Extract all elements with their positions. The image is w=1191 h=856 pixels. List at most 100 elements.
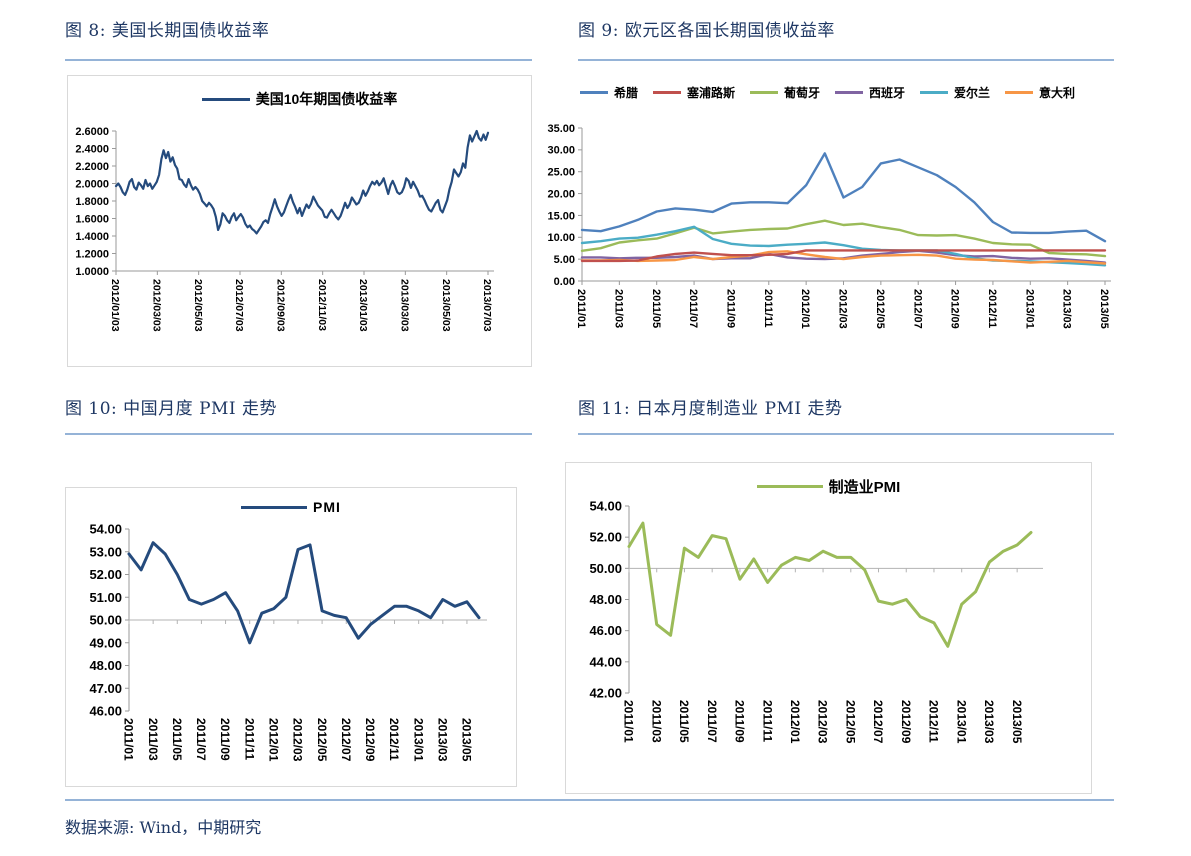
x-tick-label: 2013/03 (1061, 289, 1073, 329)
x-tick-label: 2012/01 (799, 289, 811, 329)
x-tick-label: 2011/11 (242, 718, 256, 760)
y-tick-label: 50.00 (589, 561, 622, 576)
us-10y-chart: 美国10年期国债收益率 2.6000 2.4000 2.2000 2.0000 1.80… (67, 75, 532, 367)
y-tick-label: 42.00 (589, 686, 622, 701)
japan-pmi-chart: 制造业PMI 54.00 52.00 50.00 48.00 46.00 44.00 42.… (565, 462, 1092, 794)
x-tick-label: 2012/01/03 (109, 279, 121, 332)
figure-8-title: 图 8: 美国长期国债收益率 (65, 21, 270, 41)
y-tick-label: 51.00 (89, 590, 122, 605)
y-tick-label: 10.00 (547, 232, 575, 244)
y-tick-label: 48.00 (89, 658, 122, 673)
x-tick-label: 2012/03 (816, 700, 830, 744)
y-tick-label: 5.00 (554, 254, 575, 266)
series-line-1 (580, 249, 1107, 263)
y-tick-label: 20.00 (547, 188, 575, 200)
y-tick-label: 54.00 (589, 499, 622, 514)
x-tick-label: 2012/01 (788, 700, 802, 744)
figure-10-title: 图 10: 中国月度 PMI 走势 (65, 399, 278, 419)
figure-11-title: 图 11: 日本月度制造业 PMI 走势 (578, 399, 843, 419)
x-tick-label: 2013/05 (460, 718, 474, 762)
x-tick-label: 2011/11 (762, 289, 774, 328)
y-tick-label: 49.00 (89, 635, 122, 650)
china-pmi-chart: PMI 54.00 53.00 52.00 51.00 50.00 49.00 48.00 4… (65, 487, 517, 787)
x-tick-label: 2013/01 (954, 700, 968, 744)
x-tick-label: 2012/05 (843, 700, 857, 744)
y-tick-label: 48.00 (589, 592, 622, 607)
y-tick-label: 2.0000 (75, 178, 109, 190)
y-tick-label: 46.00 (89, 704, 122, 719)
x-tick-label: 2012/07/03 (233, 279, 245, 332)
x-tick-label: 2012/01 (267, 718, 281, 762)
x-tick-label: 2012/09 (899, 700, 913, 744)
x-tick-label: 2012/05 (315, 718, 329, 762)
y-tick-label: 2.4000 (75, 143, 109, 155)
eurozone-plot: 35.0030.0025.0020.0015.0010.005.000.0020… (547, 123, 1111, 329)
y-tick-label: 53.00 (89, 544, 122, 559)
japan-pmi-plot: 54.0052.0050.0048.0046.0044.0042.002011/… (589, 499, 1043, 744)
y-tick-label: 0.00 (554, 276, 575, 288)
x-tick-label: 2011/05 (650, 289, 662, 328)
y-tick-label: 46.00 (589, 623, 622, 638)
x-tick-label: 2011/01 (575, 289, 587, 328)
x-tick-label: 2013/01/03 (357, 279, 369, 332)
series-line-0 (627, 521, 1033, 648)
x-tick-label: 2011/03 (649, 700, 663, 743)
figure-8-divider (65, 59, 532, 61)
x-tick-label: 2012/03 (291, 718, 305, 762)
x-tick-label: 2013/05 (1010, 700, 1024, 744)
x-tick-label: 2012/11 (387, 718, 401, 761)
y-tick-label: 30.00 (547, 145, 575, 157)
x-tick-label: 2012/11 (927, 700, 941, 743)
series-line-0 (580, 152, 1107, 243)
series-line-0 (127, 541, 481, 645)
y-tick-label: 2.2000 (75, 161, 109, 173)
figure-11-divider (578, 433, 1114, 435)
x-tick-label: 2011/01 (622, 700, 636, 743)
x-tick-label: 2013/03 (435, 718, 449, 762)
y-tick-label: 52.00 (589, 530, 622, 545)
x-tick-label: 2013/03 (982, 700, 996, 744)
y-tick-label: 1.8000 (75, 196, 109, 208)
y-tick-label: 1.4000 (75, 231, 109, 243)
footer-divider (65, 799, 1114, 801)
series-line-5 (580, 250, 1107, 265)
x-tick-label: 2011/07 (687, 289, 699, 328)
figure-10-divider (65, 433, 532, 435)
x-tick-label: 2011/07 (194, 718, 208, 761)
x-tick-label: 2011/11 (760, 700, 774, 742)
figure-9-title: 图 9: 欧元区各国长期国债收益率 (578, 21, 835, 41)
x-tick-label: 2013/01 (1023, 289, 1035, 329)
x-tick-label: 2011/09 (733, 700, 747, 743)
x-tick-label: 2012/05/03 (192, 279, 204, 332)
y-tick-label: 50.00 (89, 613, 122, 628)
x-tick-label: 2012/09 (949, 289, 961, 329)
x-tick-label: 2012/07 (911, 289, 923, 329)
x-tick-label: 2013/05 (1098, 289, 1110, 329)
x-tick-label: 2012/03 (837, 289, 849, 329)
x-tick-label: 2011/09 (218, 718, 232, 761)
x-tick-label: 2013/07/03 (481, 279, 493, 332)
us-10y-plot: 2.6000 2.4000 2.2000 2.0000 1.8000 1.6000 1.40… (75, 126, 494, 332)
x-tick-label: 2013/05/03 (440, 279, 452, 332)
china-pmi-plot: 54.00 53.00 52.00 51.00 50.00 49.00 48.00 47.00… (89, 522, 487, 762)
data-source-note: 数据来源: Wind，中期研究 (65, 818, 262, 837)
y-tick-label: 35.00 (547, 123, 575, 135)
y-tick-label: 54.00 (89, 522, 122, 537)
x-tick-label: 2012/05 (874, 289, 886, 329)
x-tick-label: 2013/01 (411, 718, 425, 762)
x-tick-label: 2011/07 (705, 700, 719, 743)
x-tick-label: 2012/07 (871, 700, 885, 744)
y-tick-label: 1.2000 (75, 248, 109, 260)
y-tick-label: 1.6000 (75, 213, 109, 225)
x-tick-label: 2012/11 (986, 289, 998, 328)
eurozone-yields-chart: 希腊 塞浦路斯 葡萄牙 西班牙 爱尔兰 意大利 35.00 30.00 25.00 20.00 1… (540, 75, 1115, 365)
x-tick-label: 2011/03 (146, 718, 160, 761)
y-tick-label: 47.00 (89, 681, 122, 696)
y-tick-label: 15.00 (547, 210, 575, 222)
x-tick-label: 2012/09 (363, 718, 377, 762)
y-tick-label: 1.0000 (75, 266, 109, 278)
x-tick-label: 2013/03/03 (399, 279, 411, 332)
figure-9-divider (578, 59, 1114, 61)
y-tick-label: 25.00 (547, 167, 575, 179)
x-tick-label: 2011/03 (612, 289, 624, 328)
